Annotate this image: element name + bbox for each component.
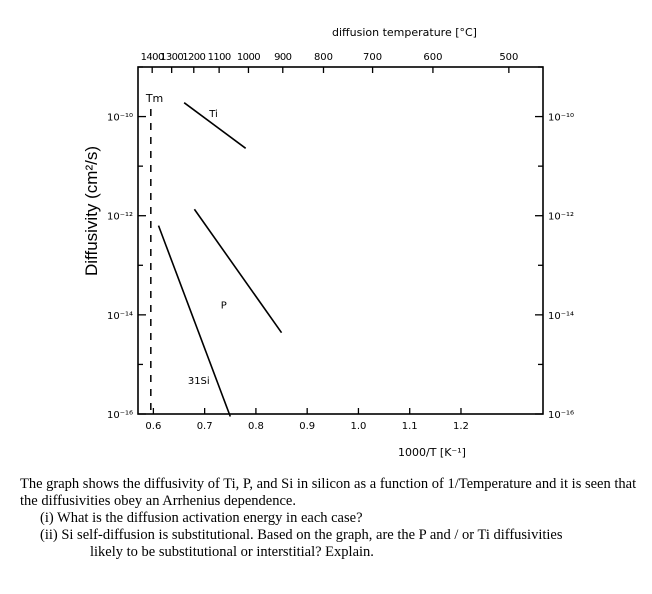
series-label-p: P (221, 300, 227, 311)
top-tick-label: 1000 (237, 52, 260, 63)
x-axis-title: 1000/T [K⁻¹] (398, 446, 466, 459)
x-tick-label: 1.0 (350, 421, 366, 432)
y-tick-label-left: 10⁻¹⁰ (107, 113, 133, 124)
top-tick-label: 900 (274, 52, 292, 63)
x-tick-label: 0.8 (248, 421, 264, 432)
top-axis-title: diffusion temperature [°C] (332, 26, 477, 39)
x-tick-label: 0.7 (197, 421, 213, 432)
top-tick-label: 1300 (160, 52, 183, 63)
question-item-2: (ii) Si self-diffusion is substitutional… (40, 527, 563, 543)
series-lines (157, 102, 283, 417)
question-text: The graph shows the diffusivity of Ti, P… (20, 476, 638, 561)
top-tick-label: 600 (423, 52, 442, 63)
series-label-ti: Ti (208, 109, 218, 120)
top-tick-label: 1400 (141, 52, 164, 63)
top-tick-label: 500 (499, 52, 518, 63)
question-intro: The graph shows the diffusivity of Ti, P… (20, 476, 637, 509)
x-tick-label: 1.2 (453, 421, 469, 432)
x-tick-label: 1.1 (402, 421, 418, 432)
series-line-p (193, 208, 283, 334)
y-tick-label-left: 10⁻¹² (107, 212, 133, 223)
y-tick-label-right: 10⁻¹² (548, 212, 574, 223)
y-tick-label-right: 10⁻¹⁴ (548, 311, 574, 322)
melting-point-label: Tm (145, 92, 163, 105)
top-tick-label: 1100 (208, 52, 231, 63)
x-tick-label: 0.9 (299, 421, 315, 432)
y-tick-label-left: 10⁻¹⁴ (107, 311, 133, 322)
top-tick-label: 1200 (182, 52, 205, 63)
series-line-31si (157, 225, 232, 417)
y-tick-label-right: 10⁻¹⁰ (548, 113, 574, 124)
top-tick-label: 800 (314, 52, 333, 63)
series-label-31si: 31Si (188, 376, 210, 387)
series-labels: Ti P 31Si (188, 109, 227, 387)
question-item-1: (i) What is the diffusion activation ene… (40, 510, 363, 526)
y-tick-label-left: 10⁻¹⁶ (107, 410, 133, 421)
axis-ticks (138, 66, 543, 415)
question-item-2-continued: likely to be substitutional or interstit… (90, 544, 374, 560)
y-tick-label-right: 10⁻¹⁶ (548, 410, 574, 421)
top-tick-label: 700 (363, 52, 382, 63)
series-line-ti (183, 102, 247, 149)
x-tick-label: 0.6 (145, 421, 161, 432)
y-axis-title: Diffusivity (cm²/s) (82, 146, 101, 276)
plot-frame (137, 66, 544, 415)
